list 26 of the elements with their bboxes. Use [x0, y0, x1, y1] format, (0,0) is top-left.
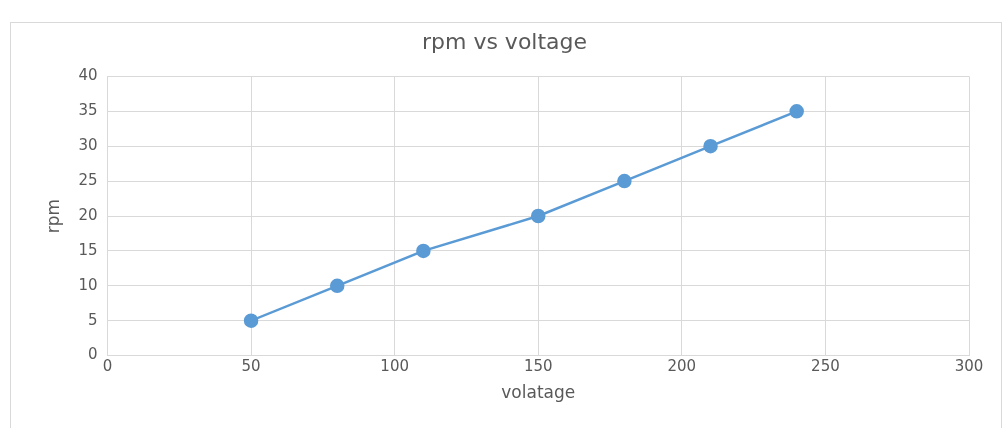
chart-title: rpm vs voltage — [421, 28, 588, 54]
x-tick-label: 200 — [667, 357, 697, 376]
point — [789, 104, 804, 119]
y-axis-title: rpm — [42, 198, 63, 234]
y-tick-label: 25 — [78, 170, 98, 189]
x-axis-title: volatage — [501, 382, 576, 403]
point — [703, 138, 718, 154]
point — [617, 173, 632, 189]
point — [329, 278, 345, 294]
y-tick-label: 40 — [78, 66, 98, 85]
y-tick-label: 0 — [87, 345, 98, 364]
x-tick-label: 300 — [954, 357, 984, 376]
x-tick-label: 250 — [811, 357, 840, 376]
y-tick-label: 5 — [87, 310, 98, 329]
point — [530, 208, 546, 224]
y-tick-label: 10 — [78, 275, 98, 294]
x-tick-label: 0 — [102, 357, 113, 376]
y-tick-label: 20 — [78, 205, 98, 224]
y-tick-label: 30 — [78, 136, 98, 155]
x-tick-label: 100 — [380, 357, 409, 376]
point — [416, 243, 431, 259]
y-tick-label: 15 — [78, 240, 98, 259]
point — [243, 313, 259, 328]
y-tick-label: 35 — [78, 101, 98, 120]
x-tick-label: 50 — [241, 357, 261, 376]
x-tick-label: 150 — [523, 357, 553, 376]
